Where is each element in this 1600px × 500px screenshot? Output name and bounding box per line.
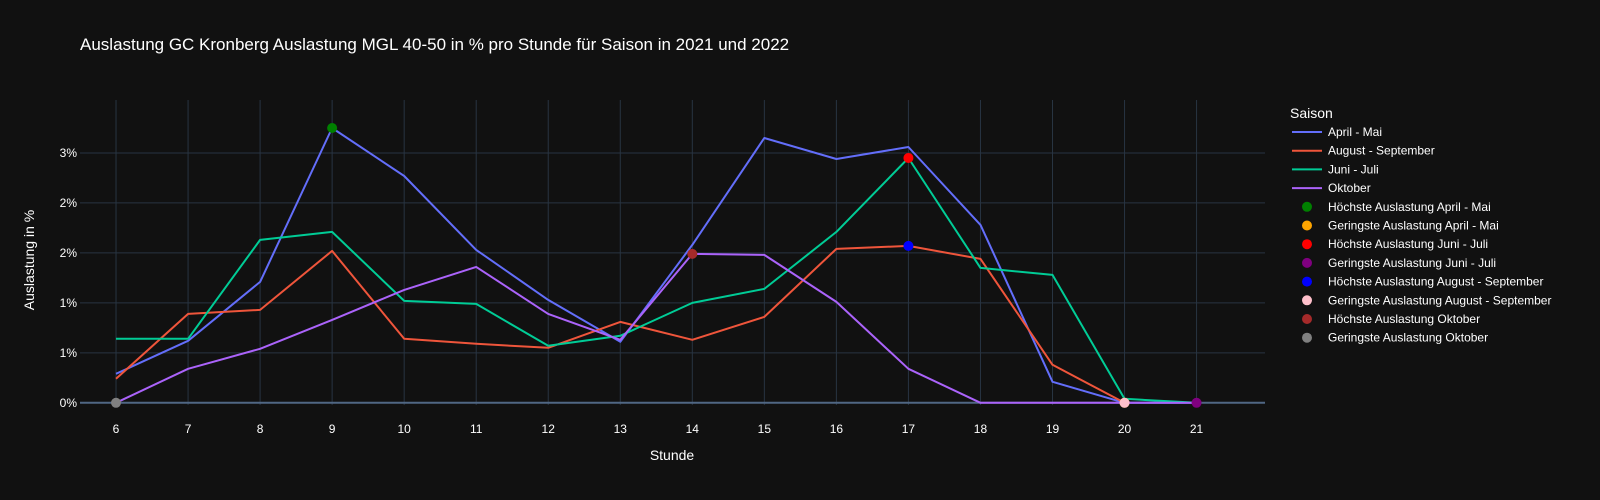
extreme-marker bbox=[1119, 397, 1130, 408]
legend-item[interactable]: Geringste Auslastung Oktober bbox=[1302, 331, 1488, 345]
y-tick-label: 1% bbox=[60, 296, 78, 310]
extreme-marker bbox=[327, 122, 338, 133]
legend-item[interactable]: Geringste Auslastung August - September bbox=[1302, 293, 1551, 307]
x-tick-label: 13 bbox=[614, 422, 628, 436]
x-tick-label: 9 bbox=[329, 422, 336, 436]
legend-item[interactable]: Höchste Auslastung Oktober bbox=[1302, 312, 1480, 326]
series-lines bbox=[115, 127, 1197, 404]
legend-item[interactable]: April - Mai bbox=[1292, 125, 1382, 139]
legend-item[interactable]: Höchste Auslastung April - Mai bbox=[1302, 200, 1491, 214]
x-tick-label: 11 bbox=[470, 422, 483, 436]
legend-label: Höchste Auslastung August - September bbox=[1328, 275, 1543, 289]
x-axis-label: Stunde bbox=[650, 447, 695, 463]
x-tick-label: 19 bbox=[1046, 422, 1060, 436]
legend-item[interactable]: Juni - Juli bbox=[1292, 162, 1379, 176]
x-tick-label: 18 bbox=[974, 422, 988, 436]
extreme-marker bbox=[687, 248, 698, 259]
legend-dot-swatch bbox=[1302, 314, 1312, 324]
legend-dot-swatch bbox=[1302, 276, 1312, 287]
legend-item[interactable]: August - September bbox=[1292, 144, 1435, 158]
series-line bbox=[115, 127, 1197, 404]
y-axis-label: Auslastung in % bbox=[21, 210, 37, 310]
legend-label: Geringste Auslastung April - Mai bbox=[1328, 219, 1499, 233]
extreme-marker bbox=[111, 397, 122, 408]
x-tick-label: 17 bbox=[902, 422, 916, 436]
x-tick-label: 8 bbox=[257, 422, 264, 436]
grid bbox=[80, 100, 1265, 405]
legend-label: April - Mai bbox=[1328, 125, 1382, 139]
x-tick-label: 7 bbox=[185, 422, 192, 436]
legend-label: Geringste Auslastung Juni - Juli bbox=[1328, 256, 1496, 270]
x-tick-label: 12 bbox=[542, 422, 556, 436]
legend-dot-swatch bbox=[1302, 201, 1312, 212]
legend-label: Oktober bbox=[1328, 181, 1371, 195]
y-tick-label: 1% bbox=[60, 346, 78, 360]
x-tick-label: 16 bbox=[830, 422, 844, 436]
legend-item[interactable]: Geringste Auslastung April - Mai bbox=[1302, 219, 1499, 233]
series-line bbox=[115, 244, 1125, 404]
y-tick-label: 2% bbox=[60, 246, 78, 260]
y-tick-labels: 0% 1% 1% 2% 2% 3% bbox=[60, 146, 78, 410]
x-tick-label: 10 bbox=[397, 422, 411, 436]
extreme-marker bbox=[1191, 397, 1202, 408]
series-line bbox=[116, 157, 1197, 404]
y-tick-label: 2% bbox=[60, 196, 78, 210]
legend-label: Höchste Auslastung Oktober bbox=[1328, 312, 1480, 326]
legend-item[interactable]: Höchste Auslastung Juni - Juli bbox=[1302, 237, 1488, 251]
x-tick-label: 15 bbox=[758, 422, 772, 436]
legend-dot-swatch bbox=[1302, 295, 1312, 306]
x-tick-label: 14 bbox=[686, 422, 700, 436]
y-tick-label: 3% bbox=[60, 146, 78, 160]
legend-label: Geringste Auslastung August - September bbox=[1328, 293, 1551, 307]
chart-title: Auslastung GC Kronberg Auslastung MGL 40… bbox=[80, 35, 789, 54]
legend-label: August - September bbox=[1328, 144, 1435, 158]
extreme-markers bbox=[111, 122, 1202, 408]
legend-dot-swatch bbox=[1302, 239, 1312, 250]
legend-label: Höchste Auslastung April - Mai bbox=[1328, 200, 1491, 214]
legend-item[interactable]: Geringste Auslastung Juni - Juli bbox=[1302, 256, 1496, 270]
legend-title: Saison bbox=[1290, 105, 1333, 121]
legend-dot-swatch bbox=[1302, 332, 1312, 343]
y-tick-label: 0% bbox=[60, 396, 78, 410]
legend[interactable]: Saison April - Mai August - September Juni… bbox=[1290, 105, 1551, 345]
legend-label: Geringste Auslastung Oktober bbox=[1328, 331, 1488, 345]
x-tick-label: 20 bbox=[1118, 422, 1132, 436]
x-tick-labels: 6 7 8 9 10 11 12 13 14 15 16 17 18 19 20 21 bbox=[113, 422, 1204, 436]
extreme-marker bbox=[903, 152, 914, 163]
legend-item[interactable]: Oktober bbox=[1292, 181, 1371, 195]
x-tick-label: 21 bbox=[1190, 422, 1204, 436]
legend-dot-swatch bbox=[1302, 257, 1312, 268]
extreme-marker bbox=[903, 240, 914, 251]
legend-dot-swatch bbox=[1302, 220, 1312, 231]
series-line bbox=[115, 252, 1197, 404]
legend-label: Höchste Auslastung Juni - Juli bbox=[1328, 237, 1488, 251]
legend-item[interactable]: Höchste Auslastung August - September bbox=[1302, 275, 1543, 289]
legend-label: Juni - Juli bbox=[1328, 162, 1379, 176]
x-tick-label: 6 bbox=[113, 422, 120, 436]
